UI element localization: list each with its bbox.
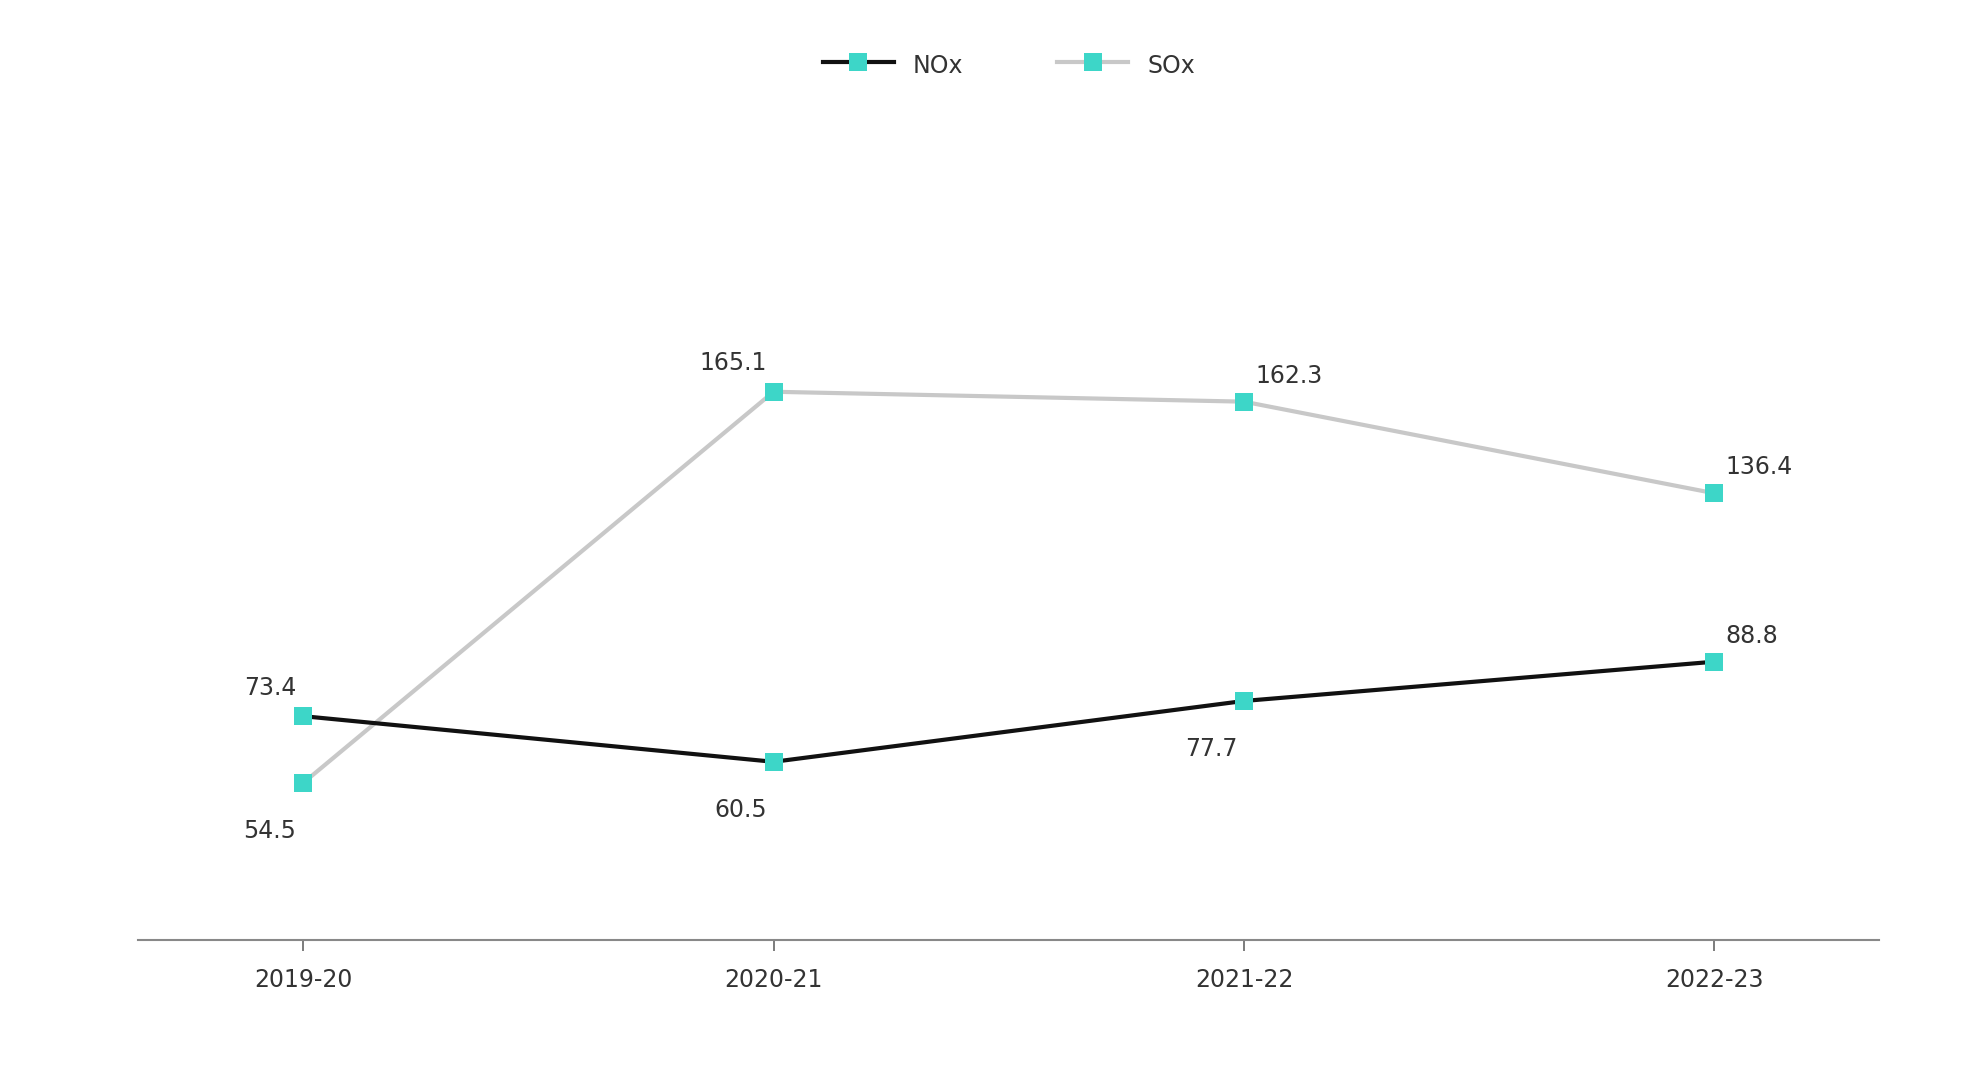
Text: 77.7: 77.7 [1185,737,1236,761]
Text: 136.4: 136.4 [1725,455,1792,479]
Text: 54.5: 54.5 [243,819,297,843]
Text: 60.5: 60.5 [714,798,767,822]
Text: 88.8: 88.8 [1725,624,1778,648]
Text: 73.4: 73.4 [243,676,297,699]
Legend: NOx, SOx: NOx, SOx [813,42,1205,90]
Text: 165.1: 165.1 [700,351,767,375]
Text: 162.3: 162.3 [1256,364,1323,388]
